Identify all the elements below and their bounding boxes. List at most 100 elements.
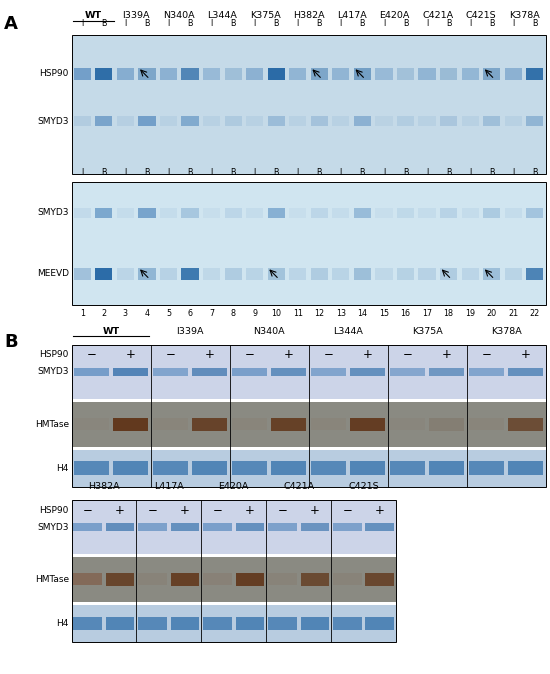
Bar (182, 68, 199, 80)
Bar (354, 68, 371, 80)
Bar (430, 367, 464, 376)
Bar (171, 617, 199, 630)
Bar (74, 116, 91, 126)
Text: +: + (126, 348, 136, 361)
Bar (508, 462, 543, 475)
Bar (160, 268, 177, 280)
Bar (311, 419, 346, 431)
Bar (397, 68, 414, 80)
Text: I: I (512, 20, 514, 28)
Bar (192, 462, 227, 475)
Bar (311, 208, 328, 218)
Text: +: + (205, 348, 214, 361)
Text: I: I (211, 168, 213, 177)
Bar (366, 573, 394, 586)
Text: I: I (383, 168, 385, 177)
Bar (160, 68, 177, 80)
Bar (375, 116, 393, 126)
Text: L344A: L344A (333, 327, 363, 336)
Bar (419, 268, 436, 280)
Bar (461, 268, 479, 280)
Bar (440, 68, 457, 80)
Text: +: + (363, 348, 373, 361)
Bar (74, 68, 91, 80)
Bar (311, 367, 346, 376)
Text: B: B (532, 168, 537, 177)
Bar (375, 68, 393, 80)
Bar (311, 462, 346, 475)
Text: HSP90: HSP90 (40, 350, 69, 359)
Text: 4: 4 (145, 309, 150, 317)
Text: I: I (254, 168, 256, 177)
Text: B: B (187, 168, 192, 177)
Bar (139, 574, 167, 586)
Text: 19: 19 (465, 309, 475, 317)
Text: B: B (489, 20, 494, 28)
Bar (469, 419, 504, 431)
Text: −: − (403, 348, 412, 361)
Text: 22: 22 (530, 309, 540, 317)
Text: I: I (512, 168, 514, 177)
Text: HSP90: HSP90 (40, 69, 69, 78)
Text: B: B (489, 168, 494, 177)
Bar (390, 419, 425, 431)
Text: I: I (340, 20, 342, 28)
Bar (117, 268, 134, 280)
Text: −: − (83, 503, 92, 516)
Bar (268, 574, 296, 586)
Text: 8: 8 (230, 309, 235, 317)
Bar (350, 462, 385, 475)
Text: +: + (521, 348, 531, 361)
Bar (333, 522, 361, 531)
Text: +: + (284, 348, 294, 361)
Bar (430, 462, 464, 475)
Bar (113, 418, 148, 431)
Text: −: − (86, 348, 96, 361)
Bar (224, 116, 242, 126)
Text: K375A: K375A (250, 11, 281, 20)
Bar (332, 68, 349, 80)
Bar (397, 268, 414, 280)
Text: 21: 21 (508, 309, 518, 317)
Text: C421S: C421S (348, 482, 379, 491)
Bar (106, 573, 134, 586)
Text: I: I (124, 168, 126, 177)
Bar (333, 617, 361, 630)
Text: K375A: K375A (412, 327, 442, 336)
Bar (236, 617, 264, 630)
Bar (72, 500, 396, 642)
Bar (95, 68, 112, 80)
Text: 11: 11 (293, 309, 303, 317)
Text: WT: WT (85, 11, 102, 20)
Bar (440, 268, 457, 280)
Text: I: I (426, 20, 428, 28)
Bar (508, 367, 543, 376)
Bar (171, 573, 199, 586)
Bar (74, 462, 109, 475)
Text: B: B (360, 20, 365, 28)
Bar (192, 367, 227, 376)
Bar (171, 522, 199, 531)
Bar (419, 116, 436, 126)
Text: I: I (167, 20, 169, 28)
Bar (106, 617, 134, 630)
Bar (526, 208, 543, 218)
Bar (232, 367, 267, 376)
Bar (271, 462, 306, 475)
Bar (390, 367, 425, 376)
Text: −: − (278, 503, 287, 516)
Bar (375, 208, 393, 218)
Bar (236, 573, 264, 586)
Bar (505, 116, 522, 126)
Bar (354, 116, 371, 126)
Text: I: I (426, 168, 428, 177)
Bar (311, 68, 328, 80)
Bar (508, 418, 543, 431)
Bar (461, 116, 479, 126)
Text: 17: 17 (422, 309, 432, 317)
Bar (117, 116, 134, 126)
Text: I339A: I339A (123, 11, 150, 20)
Bar (397, 116, 414, 126)
Text: −: − (481, 348, 491, 361)
Bar (95, 208, 112, 218)
